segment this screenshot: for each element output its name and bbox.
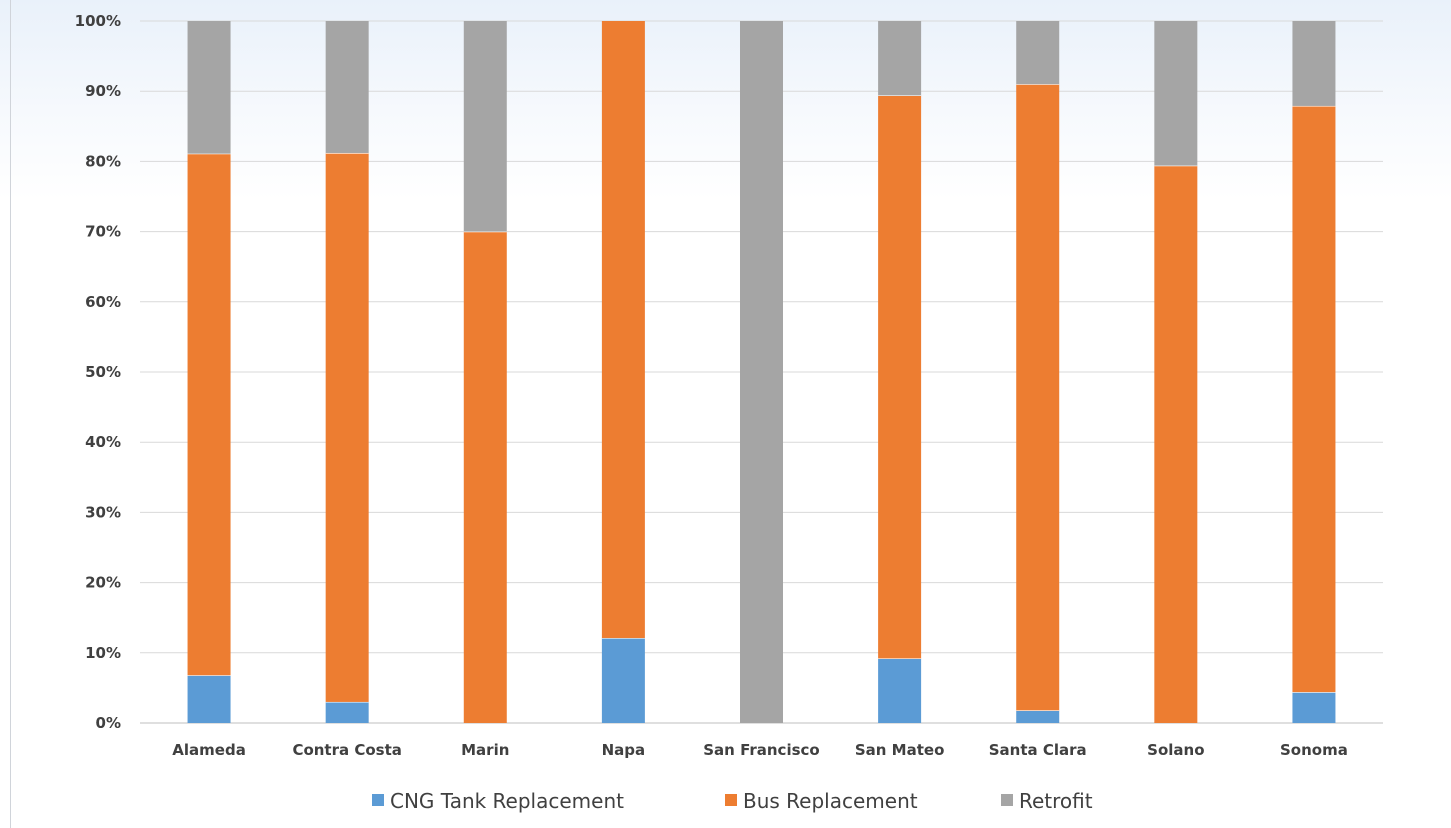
x-category-label: San Francisco	[703, 741, 819, 759]
bar-segment	[878, 95, 922, 659]
y-tick-label: 10%	[85, 644, 121, 662]
x-category-label: Contra Costa	[292, 741, 401, 759]
y-tick-label: 50%	[85, 363, 121, 381]
bar-segment	[1016, 21, 1060, 85]
y-tick-label: 100%	[75, 12, 121, 30]
x-category-label: San Mateo	[855, 741, 945, 759]
x-category-label: Santa Clara	[989, 741, 1087, 759]
bar-segment	[601, 638, 645, 723]
bar-segment	[325, 152, 369, 702]
x-category-label: Marin	[461, 741, 509, 759]
bar-segment	[187, 153, 231, 676]
bar-segment	[740, 21, 783, 723]
y-tick-label: 30%	[85, 503, 121, 521]
x-category-label: Alameda	[172, 741, 246, 759]
y-tick-label: 40%	[85, 433, 121, 451]
x-category-label: Napa	[602, 741, 646, 759]
legend: CNG Tank Replacement Bus Replacement Retro…	[372, 789, 1093, 813]
bars	[187, 21, 1336, 723]
bar-segment	[878, 658, 922, 723]
y-tick-label: 90%	[85, 82, 121, 100]
x-category-label: Solano	[1147, 741, 1204, 759]
left-border-rule	[10, 0, 11, 828]
bar-segment	[463, 231, 507, 723]
legend-label: CNG Tank Replacement	[390, 789, 624, 813]
x-category-label: Sonoma	[1280, 741, 1348, 759]
x-axis-categories: Alameda Contra Costa Marin Napa San Francisc…	[172, 741, 1348, 759]
y-tick-label: 0%	[96, 714, 121, 732]
bar-segment	[463, 21, 507, 232]
legend-label: Retrofit	[1019, 789, 1093, 813]
bar-segment	[325, 701, 369, 723]
y-tick-label: 20%	[85, 574, 121, 592]
bar-segment	[1292, 692, 1336, 723]
bar-segment	[1016, 84, 1060, 711]
bar-segment	[187, 675, 231, 723]
bar-segment	[1292, 21, 1336, 106]
bar-segment	[187, 21, 231, 154]
legend-swatch	[1001, 794, 1013, 806]
bar-segment	[1016, 710, 1060, 723]
bar-segment	[325, 21, 369, 153]
y-axis-ticks: 0% 10% 20% 30% 40% 50% 60% 70% 80% 90% 100%	[75, 12, 121, 732]
y-tick-label: 70%	[85, 223, 121, 241]
y-tick-label: 60%	[85, 293, 121, 311]
bar-segment	[878, 21, 922, 96]
bar-segment	[1154, 21, 1198, 166]
legend-label: Bus Replacement	[743, 789, 918, 813]
legend-swatch	[725, 794, 737, 806]
y-tick-label: 80%	[85, 152, 121, 170]
bar-segment	[601, 21, 645, 639]
legend-swatch	[372, 794, 384, 806]
bar-segment	[1154, 165, 1198, 723]
bar-segment	[1292, 105, 1336, 693]
